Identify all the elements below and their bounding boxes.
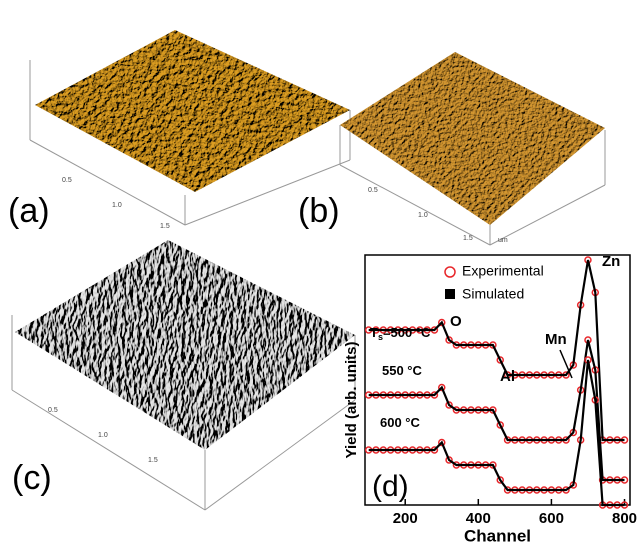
panel-label: (c) bbox=[12, 459, 52, 497]
axis-tick-label: 1.5 bbox=[148, 457, 158, 464]
temperature-label: 550 °C bbox=[382, 363, 423, 378]
figure: (a) 0.5 1.0 1.5 (b) 0.5 1.0 1.5 um (c) 0.5 1.0 1.5 20… bbox=[0, 0, 637, 547]
x-axis-label: Channel bbox=[464, 526, 531, 545]
x-tick-label: 200 bbox=[393, 510, 418, 527]
element-annotation: Mn bbox=[545, 331, 567, 348]
x-tick-label: 800 bbox=[612, 510, 637, 527]
y-axis-label: Yield (arb. units) bbox=[343, 342, 360, 459]
panel-label: (a) bbox=[8, 192, 50, 230]
label-part: =500 °C bbox=[383, 325, 431, 340]
axis-tick-label: 1.0 bbox=[98, 432, 108, 439]
label-part: 550 °C bbox=[382, 363, 423, 378]
afm-b bbox=[340, 52, 605, 245]
axis-tick-label: 0.5 bbox=[368, 187, 378, 194]
element-annotation: Al bbox=[500, 368, 515, 385]
panel-label: (d) bbox=[372, 470, 409, 503]
element-annotation: O bbox=[450, 313, 462, 330]
legend-label: Simulated bbox=[462, 286, 524, 302]
page: (a) 0.5 1.0 1.5 (b) 0.5 1.0 1.5 um (c) 0.5 1.0 1.5 20… bbox=[0, 0, 637, 547]
afm-c bbox=[12, 240, 355, 510]
legend-label: Experimental bbox=[462, 263, 544, 279]
x-tick-label: 600 bbox=[539, 510, 564, 527]
label-part: 600 °C bbox=[380, 415, 421, 430]
panel-label: (b) bbox=[298, 192, 340, 230]
axis-unit: um bbox=[498, 237, 508, 244]
axis-tick-label: 1.0 bbox=[418, 212, 428, 219]
axis-tick-label: 1.5 bbox=[160, 223, 170, 230]
legend-marker bbox=[445, 289, 455, 299]
label-part: T bbox=[370, 325, 378, 340]
temperature-label: 600 °C bbox=[380, 415, 421, 430]
x-tick-label: 400 bbox=[466, 510, 491, 527]
axis-tick-label: 0.5 bbox=[62, 177, 72, 184]
element-annotation: Zn bbox=[602, 253, 620, 270]
axis-tick-label: 1.5 bbox=[463, 235, 473, 242]
axis-tick-label: 0.5 bbox=[48, 407, 58, 414]
axis-tick-label: 1.0 bbox=[112, 202, 122, 209]
